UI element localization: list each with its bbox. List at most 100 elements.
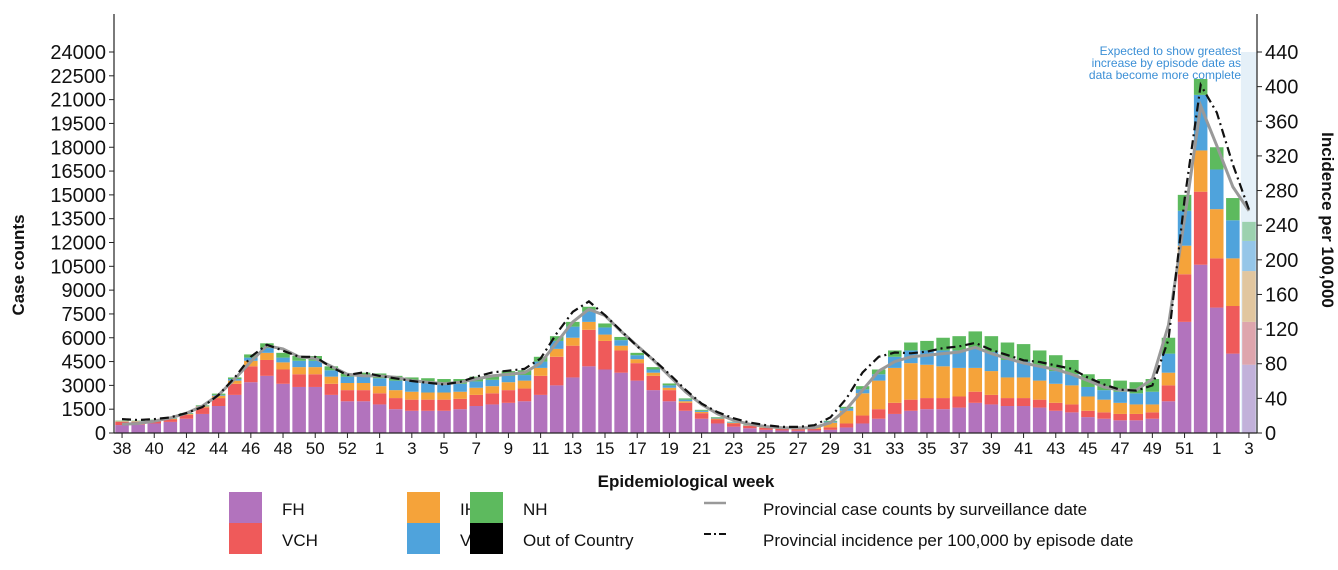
- bar-nh-55: [1000, 342, 1015, 360]
- bar-fh-43: [807, 430, 822, 433]
- bar-vch-66: [1177, 274, 1192, 322]
- bar-viha-19: [421, 381, 435, 393]
- bar-fh-4: [179, 418, 194, 433]
- bar-ih-29: [582, 321, 596, 330]
- bar-ih-65: [1161, 372, 1176, 386]
- bar-fh-56: [1016, 406, 1031, 433]
- bar-ih-44: [823, 422, 838, 428]
- bar-ih-48: [888, 367, 902, 403]
- bar-vch-52: [952, 396, 966, 408]
- bar-ih-33: [646, 372, 661, 376]
- y2-tick-label-160: 160: [1265, 284, 1298, 306]
- bar-viha-64: [1145, 391, 1160, 405]
- bar-vch-28: [566, 345, 580, 378]
- bar-ih-57: [1032, 380, 1047, 400]
- bar-ih-13: [324, 376, 339, 384]
- bar-fh-38: [727, 426, 741, 433]
- bar-fh-41: [775, 430, 789, 433]
- x-tick-label-54: 39: [982, 439, 1001, 458]
- bar-vch-11: [292, 374, 306, 387]
- x-tick-label-40: 25: [757, 439, 776, 458]
- x-tick-label-32: 17: [628, 439, 647, 458]
- bar-ih-10: [276, 362, 290, 370]
- bar-ih-56: [1016, 377, 1031, 399]
- bar-vch-36: [694, 413, 709, 419]
- bar-nh-35: [678, 398, 693, 400]
- bar-vch-40: [759, 427, 773, 430]
- y2-tick-label-320: 320: [1265, 146, 1298, 168]
- bar-viha-52: [952, 350, 966, 368]
- x-tick-label-56: 41: [1014, 439, 1033, 458]
- x-tick-label-34: 19: [660, 439, 679, 458]
- bar-vch-47: [871, 409, 886, 419]
- bar-vch-31: [614, 350, 628, 373]
- bar-ih-46: [855, 393, 870, 416]
- bar-ih-37: [710, 418, 725, 420]
- bar-vch-53: [968, 391, 983, 403]
- bar-vch-58: [1049, 402, 1063, 411]
- bar-vch-50: [920, 398, 934, 410]
- bar-nh-69: [1226, 198, 1240, 221]
- bar-fh-11: [292, 386, 306, 433]
- x-tick-label-16: 1: [375, 439, 384, 458]
- x-tick-label-30: 15: [596, 439, 615, 458]
- bar-ih-7: [227, 380, 242, 384]
- bar-viha-31: [614, 340, 628, 346]
- bar-ih-22: [469, 387, 483, 395]
- legend-label-case-counts: Provincial case counts by surveillance d…: [763, 500, 1087, 519]
- bar-fh-40: [759, 429, 773, 433]
- bar-vch-64: [1145, 412, 1160, 419]
- bar-fh-17: [388, 409, 403, 433]
- bar-viha-24: [501, 375, 516, 383]
- bar-fh-23: [485, 404, 500, 433]
- bar-vch-19: [421, 399, 435, 411]
- bar-ih-25: [517, 380, 532, 389]
- bar-ih-31: [614, 345, 628, 351]
- bar-vch-51: [936, 398, 950, 410]
- bar-fh-3: [163, 421, 178, 433]
- bar-fh-49: [904, 410, 918, 433]
- bar-fh-26: [533, 394, 548, 433]
- bar-ih-34: [662, 387, 677, 391]
- bar-nh-20: [437, 379, 451, 383]
- bar-ih-24: [501, 382, 516, 391]
- bar-ih-18: [405, 391, 419, 400]
- bar-fh-53: [968, 402, 983, 433]
- annotation-line-3: data become more complete: [1089, 68, 1241, 82]
- legend-label-out-of-country: Out of Country: [523, 531, 634, 550]
- bar-vch-42: [791, 429, 805, 431]
- y2-tick-label-280: 280: [1265, 181, 1298, 203]
- bar-vch-27: [549, 356, 564, 386]
- bar-viha-13: [324, 370, 339, 377]
- bar-ih-62: [1113, 402, 1127, 414]
- bar-fh-8: [244, 382, 258, 433]
- bar-vch-59: [1065, 404, 1079, 413]
- bar-vch-32: [630, 363, 644, 381]
- incidence-line: [121, 81, 1251, 428]
- y-tick-label-15000: 15000: [50, 185, 106, 207]
- y-tick-label-22500: 22500: [50, 66, 106, 88]
- bar-vch-63: [1129, 413, 1144, 421]
- bar-nh-46: [855, 386, 870, 390]
- bar-ih-52: [952, 367, 966, 397]
- bar-nh-50: [920, 340, 934, 351]
- bar-fh-66: [1177, 321, 1192, 433]
- annotation-line-1: Expected to show greatest: [1100, 44, 1242, 58]
- y-tick-label-7500: 7500: [62, 304, 107, 326]
- bar-viha-9: [260, 348, 274, 353]
- bar-ih-55: [1000, 377, 1015, 399]
- bar-fh-18: [405, 410, 419, 433]
- bar-viha-69: [1226, 220, 1240, 259]
- bar-viha-53: [968, 348, 983, 368]
- bar-ih-27: [549, 348, 564, 357]
- bar-vch-34: [662, 390, 677, 402]
- x-axis-title: Epidemiological week: [598, 472, 775, 491]
- bar-vch-23: [485, 393, 500, 405]
- bar-vch-48: [888, 402, 902, 414]
- bar-viha-30: [598, 327, 612, 335]
- bar-fh-46: [855, 423, 870, 433]
- bar-ih-35: [678, 401, 693, 403]
- y2-tick-label-200: 200: [1265, 250, 1298, 272]
- y-tick-label-24000: 24000: [50, 42, 106, 64]
